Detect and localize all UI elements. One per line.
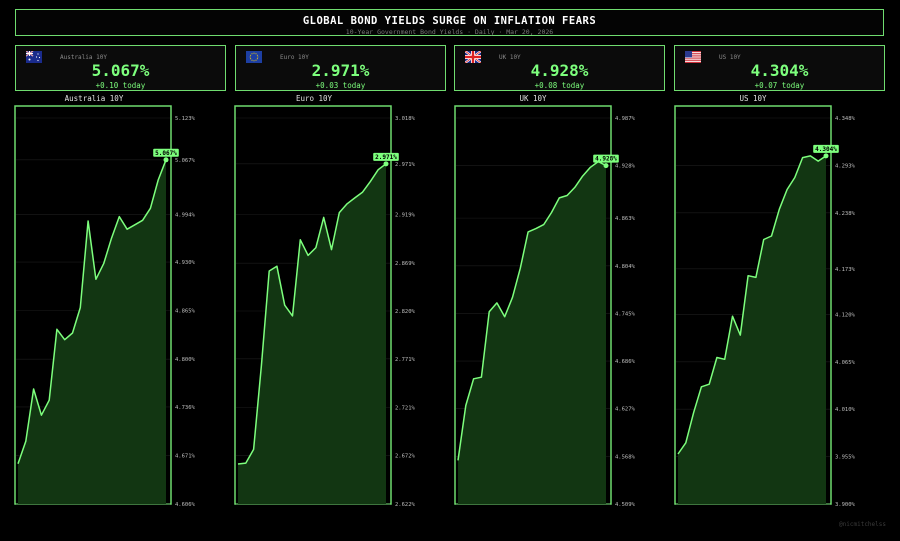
y-tick-label: 2.721%: [395, 406, 416, 412]
series-line: [457, 160, 607, 461]
eu-flag-icon: [246, 51, 262, 63]
y-tick-label: 4.627%: [615, 407, 636, 413]
y-tick-label: 5.123%: [175, 116, 196, 122]
chart-title-euro: Euro 10Y: [295, 94, 333, 103]
series-line: [17, 159, 167, 464]
series-line: [237, 163, 387, 465]
last-value-badge: [153, 148, 179, 157]
y-tick-label: 4.173%: [835, 267, 856, 273]
card-value: 4.304%: [750, 61, 809, 80]
card-change: +0.03 today: [315, 81, 366, 90]
card-uk: UK 10Y 4.928% +0.08 today: [454, 45, 665, 91]
last-value-badge: [373, 152, 399, 161]
last-value-dot: [603, 163, 609, 169]
y-tick-label: 2.672%: [395, 453, 416, 459]
chart-title-uk: UK 10Y: [519, 94, 547, 103]
area-fill: [458, 161, 606, 504]
y-tick-label: 2.820%: [395, 309, 416, 315]
card-value: 2.971%: [311, 61, 370, 80]
last-value-label: 4.304%: [815, 146, 837, 153]
y-tick-label: 4.987%: [615, 116, 636, 122]
chart-title-us: US 10Y: [739, 94, 767, 103]
uk-flag-icon: [465, 51, 481, 63]
page-subtitle: 10-Year Government Bond Yields · Daily ·…: [345, 28, 554, 36]
y-tick-label: 4.348%: [835, 116, 856, 122]
card-us: US 10Y 4.304% +0.07 today: [674, 45, 885, 91]
title-box: GLOBAL BOND YIELDS SURGE ON INFLATION FE…: [15, 9, 884, 36]
y-tick-label: 4.293%: [835, 163, 856, 169]
y-tick-label: 4.863%: [615, 216, 636, 222]
y-tick-label: 4.994%: [175, 212, 196, 218]
card-australia: Australia 10Y 5.067% +0.10 today: [15, 45, 226, 91]
area-fill: [18, 159, 166, 505]
card-name: UK 10Y: [499, 54, 521, 61]
y-tick-label: 4.745%: [615, 311, 636, 317]
y-tick-label: 5.067%: [175, 158, 196, 164]
card-value: 5.067%: [91, 61, 150, 80]
card-name: US 10Y: [719, 54, 741, 61]
y-tick-label: 4.509%: [615, 502, 636, 508]
card-change: +0.10 today: [95, 81, 146, 90]
last-value-dot: [383, 161, 389, 167]
last-value-label: 5.067%: [155, 150, 177, 157]
last-value-badge: [813, 144, 839, 153]
y-tick-label: 3.018%: [395, 116, 416, 122]
y-tick-label: 2.771%: [395, 357, 416, 363]
card-value: 4.928%: [530, 61, 589, 80]
y-tick-label: 3.900%: [835, 502, 856, 508]
y-tick-label: 4.930%: [175, 260, 196, 266]
y-tick-label: 2.869%: [395, 261, 416, 267]
y-tick-label: 4.736%: [175, 405, 196, 411]
last-value-dot: [823, 153, 829, 159]
card-euro: Euro 10Y 2.971% +0.03 today: [235, 45, 446, 91]
y-tick-label: 2.622%: [395, 502, 416, 508]
card-change: +0.08 today: [534, 81, 585, 90]
area-fill: [678, 155, 826, 504]
us-flag-icon: [685, 51, 701, 63]
page-title: GLOBAL BOND YIELDS SURGE ON INFLATION FE…: [302, 15, 597, 27]
y-tick-label: 4.568%: [615, 454, 636, 460]
last-value-dot: [163, 157, 169, 163]
y-tick-label: 4.800%: [175, 357, 196, 363]
chart-title-australia: Australia 10Y: [64, 94, 124, 103]
watermark: @nicmitchelss: [839, 521, 886, 528]
card-name: Euro 10Y: [280, 54, 309, 61]
y-tick-label: 3.955%: [835, 455, 856, 461]
last-value-label: 2.971%: [375, 154, 397, 161]
card-name: Australia 10Y: [60, 54, 107, 61]
y-tick-label: 4.865%: [175, 309, 196, 315]
y-tick-label: 4.804%: [615, 264, 636, 270]
y-tick-label: 4.671%: [175, 453, 196, 459]
area-fill: [238, 163, 386, 505]
y-tick-label: 2.919%: [395, 213, 416, 219]
y-tick-label: 2.971%: [395, 162, 416, 168]
y-tick-label: 4.928%: [615, 164, 636, 170]
card-change: +0.07 today: [754, 81, 805, 90]
series-line: [677, 155, 827, 455]
y-tick-label: 4.010%: [835, 407, 856, 413]
y-tick-label: 4.120%: [835, 312, 856, 318]
last-value-badge: [593, 154, 619, 163]
y-tick-label: 4.065%: [835, 360, 856, 366]
y-tick-label: 4.686%: [615, 359, 636, 365]
y-tick-label: 4.238%: [835, 211, 856, 217]
y-tick-label: 4.606%: [175, 502, 196, 508]
last-value-label: 4.928%: [595, 156, 617, 163]
australia-flag-icon: [26, 51, 42, 63]
